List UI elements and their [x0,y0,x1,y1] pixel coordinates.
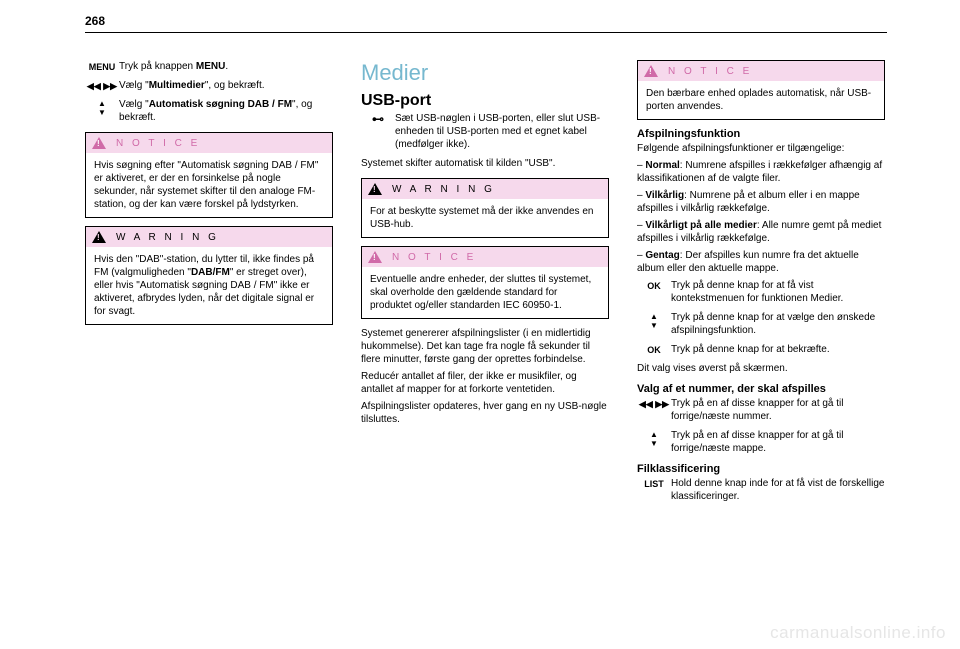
row-seek: ◀◀ ▶▶ Vælg "Multimedier", og bekræft. [85,79,333,92]
warning-body-1: Hvis den "DAB"-station, du lytter til, i… [86,247,332,324]
row-seek2: ◀◀ ▶▶ Tryk på en af disse knapper for at… [637,397,885,423]
notice-title-2: N O T I C E [392,252,476,263]
up-arrow-icon: ▲ [85,99,119,108]
columns: MENU Tryk på knappen MENU. ◀◀ ▶▶ Vælg "M… [85,60,887,509]
row-updown2: ▲ ▼ Tryk på denne knap for at vælge den … [637,311,885,337]
row-ok1: OK Tryk på denne knap for at få vist kon… [637,279,885,305]
notice-box-2: ! N O T I C E Eventuelle andre enheder, … [361,246,609,319]
warning-title-1: W A R N I N G [116,232,219,243]
col3-li2: – Vilkårlig: Numrene på et album eller i… [637,189,885,215]
notice-triangle-icon: ! [368,251,382,263]
col3-p1: Følgende afspilningsfunktioner er tilgæn… [637,142,885,155]
row-list-text: Hold denne knap inde for at få vist de f… [671,477,885,503]
col3-li4: – Gentag: Der afspilles kun numre fra de… [637,249,885,275]
notice-body-3: Den bærbare enhed oplades automatisk, nå… [638,81,884,119]
col3-li1: – Normal: Numrene afspilles i rækkefølge… [637,159,885,185]
warning-triangle-icon: ! [368,183,382,195]
notice-body-1: Hvis søgning efter "Automatisk søgning D… [86,153,332,217]
down-arrow-icon: ▼ [85,108,119,117]
menu-icon: MENU [85,60,119,73]
row-updown3-text: Tryk på en af disse knapper for at gå ti… [671,429,885,455]
row-ok2-text: Tryk på denne knap for at bekræfte. [671,343,885,356]
notice-header-2: ! N O T I C E [362,247,608,267]
col2-p2: Reducér antallet af filer, der ikke er m… [361,370,609,396]
row-usb-text: Sæt USB-nøglen i USB-porten, eller slut … [395,112,609,151]
seek-icon: ◀◀ ▶▶ [85,79,119,92]
updown-icon: ▲ ▼ [637,311,671,330]
notice-box-1: ! N O T I C E Hvis søgning efter "Automa… [85,132,333,218]
warning-box-2: ! W A R N I N G For at beskytte systemet… [361,178,609,238]
h3-filklass: Filklassificering [637,463,885,475]
ok-icon: OK [637,279,671,292]
notice-title-1: N O T I C E [116,138,200,149]
warning-triangle-icon: ! [92,231,106,243]
notice-triangle-icon: ! [644,65,658,77]
down-arrow-icon: ▼ [637,321,671,330]
row-seek2-text: Tryk på en af disse knapper for at gå ti… [671,397,885,423]
row-usb: ⊷ Sæt USB-nøglen i USB-porten, eller slu… [361,112,609,151]
notice-box-3: ! N O T I C E Den bærbare enhed oplades … [637,60,885,120]
watermark: carmanualsonline.info [770,623,946,643]
notice-header-3: ! N O T I C E [638,61,884,81]
col2-p3: Afspilningslister opdateres, hver gang e… [361,400,609,426]
row-seek-text: Vælg "Multimedier", og bekræft. [119,79,333,92]
notice-triangle-icon: ! [92,137,106,149]
col-1: MENU Tryk på knappen MENU. ◀◀ ▶▶ Vælg "M… [85,60,333,509]
updown-icon: ▲ ▼ [85,98,119,117]
notice-header-1: ! N O T I C E [86,133,332,153]
h1-medier: Medier [361,60,609,86]
row-ok1-text: Tryk på denne knap for at få vist kontek… [671,279,885,305]
warning-title-2: W A R N I N G [392,184,495,195]
notice-title-3: N O T I C E [668,66,752,77]
warning-header-2: ! W A R N I N G [362,179,608,199]
col3-p2: Dit valg vises øverst på skærmen. [637,362,885,375]
col-3: ! N O T I C E Den bærbare enhed oplades … [637,60,885,509]
h3-valg: Valg af et nummer, der skal afspilles [637,383,885,395]
up-arrow-icon: ▲ [637,312,671,321]
top-rule [85,32,887,33]
seek-icon: ◀◀ ▶▶ [637,397,671,410]
warning-box-1: ! W A R N I N G Hvis den "DAB"-station, … [85,226,333,325]
page-number: 268 [85,14,105,28]
row-updown3: ▲ ▼ Tryk på en af disse knapper for at g… [637,429,885,455]
warning-header-1: ! W A R N I N G [86,227,332,247]
warning-body-2: For at beskytte systemet må der ikke anv… [362,199,608,237]
row-list: LIST Hold denne knap inde for at få vist… [637,477,885,503]
row-menu-text: Tryk på knappen MENU. [119,60,333,73]
row-ok2: OK Tryk på denne knap for at bekræfte. [637,343,885,356]
down-arrow-icon: ▼ [637,439,671,448]
col-2: Medier USB-port ⊷ Sæt USB-nøglen i USB-p… [361,60,609,509]
notice-body-2: Eventuelle andre enheder, der sluttes ti… [362,267,608,318]
row-updown2-text: Tryk på denne knap for at vælge den ønsk… [671,311,885,337]
row-updown: ▲ ▼ Vælg "Automatisk søgning DAB / FM", … [85,98,333,124]
h2-usb-port: USB-port [361,92,609,110]
col3-li3: – Vilkårligt på alle medier: Alle numre … [637,219,885,245]
updown-icon: ▲ ▼ [637,429,671,448]
up-arrow-icon: ▲ [637,430,671,439]
usb-icon: ⊷ [361,112,395,125]
after-usb: Systemet skifter automatisk til kilden "… [361,157,609,170]
row-updown-text: Vælg "Automatisk søgning DAB / FM", og b… [119,98,333,124]
list-icon: LIST [637,477,671,490]
h3-afspilning: Afspilningsfunktion [637,128,885,140]
row-menu: MENU Tryk på knappen MENU. [85,60,333,73]
col2-p1: Systemet genererer afspilningslister (i … [361,327,609,366]
ok-icon: OK [637,343,671,356]
